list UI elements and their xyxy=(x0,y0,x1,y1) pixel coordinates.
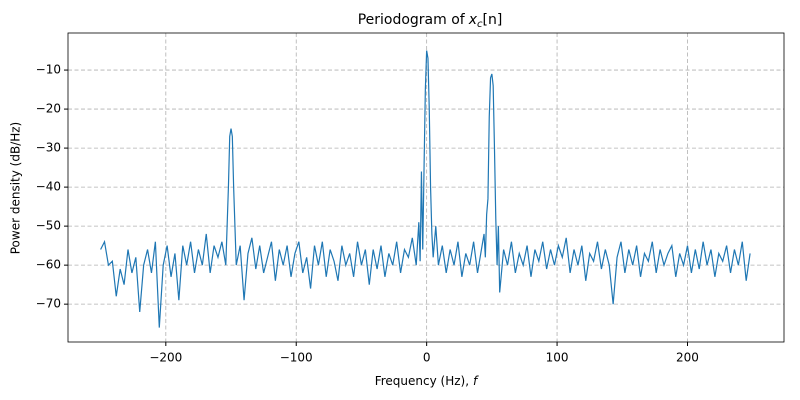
y-tick-label: −30 xyxy=(36,141,61,155)
y-tick-label: −10 xyxy=(36,63,61,77)
xlabel-var: f xyxy=(473,374,479,388)
title-arg: [n] xyxy=(483,12,503,28)
y-tick-label: −60 xyxy=(36,258,61,272)
title-sub: c xyxy=(477,19,483,30)
x-tick-label: −100 xyxy=(280,351,313,365)
x-tick-label: 0 xyxy=(423,351,431,365)
title-var: x xyxy=(468,12,478,28)
y-tick-label: −50 xyxy=(36,219,61,233)
x-tick-label: 100 xyxy=(546,351,569,365)
data-line xyxy=(100,50,751,328)
y-axis-label: Power density (dB/Hz) xyxy=(9,122,23,255)
y-tick-label: −40 xyxy=(36,180,61,194)
x-tick-label: −200 xyxy=(149,351,182,365)
chart-title: Periodogram of xc[n] xyxy=(358,12,503,30)
y-tick-label: −70 xyxy=(36,297,61,311)
x-axis-label: Frequency (Hz), f xyxy=(375,374,479,388)
y-tick-label: −20 xyxy=(36,102,61,116)
xlabel-text: Frequency (Hz), xyxy=(375,374,469,388)
x-tick-label: 200 xyxy=(676,351,699,365)
title-text: Periodogram of xyxy=(358,12,466,28)
plot-frame xyxy=(67,32,785,343)
